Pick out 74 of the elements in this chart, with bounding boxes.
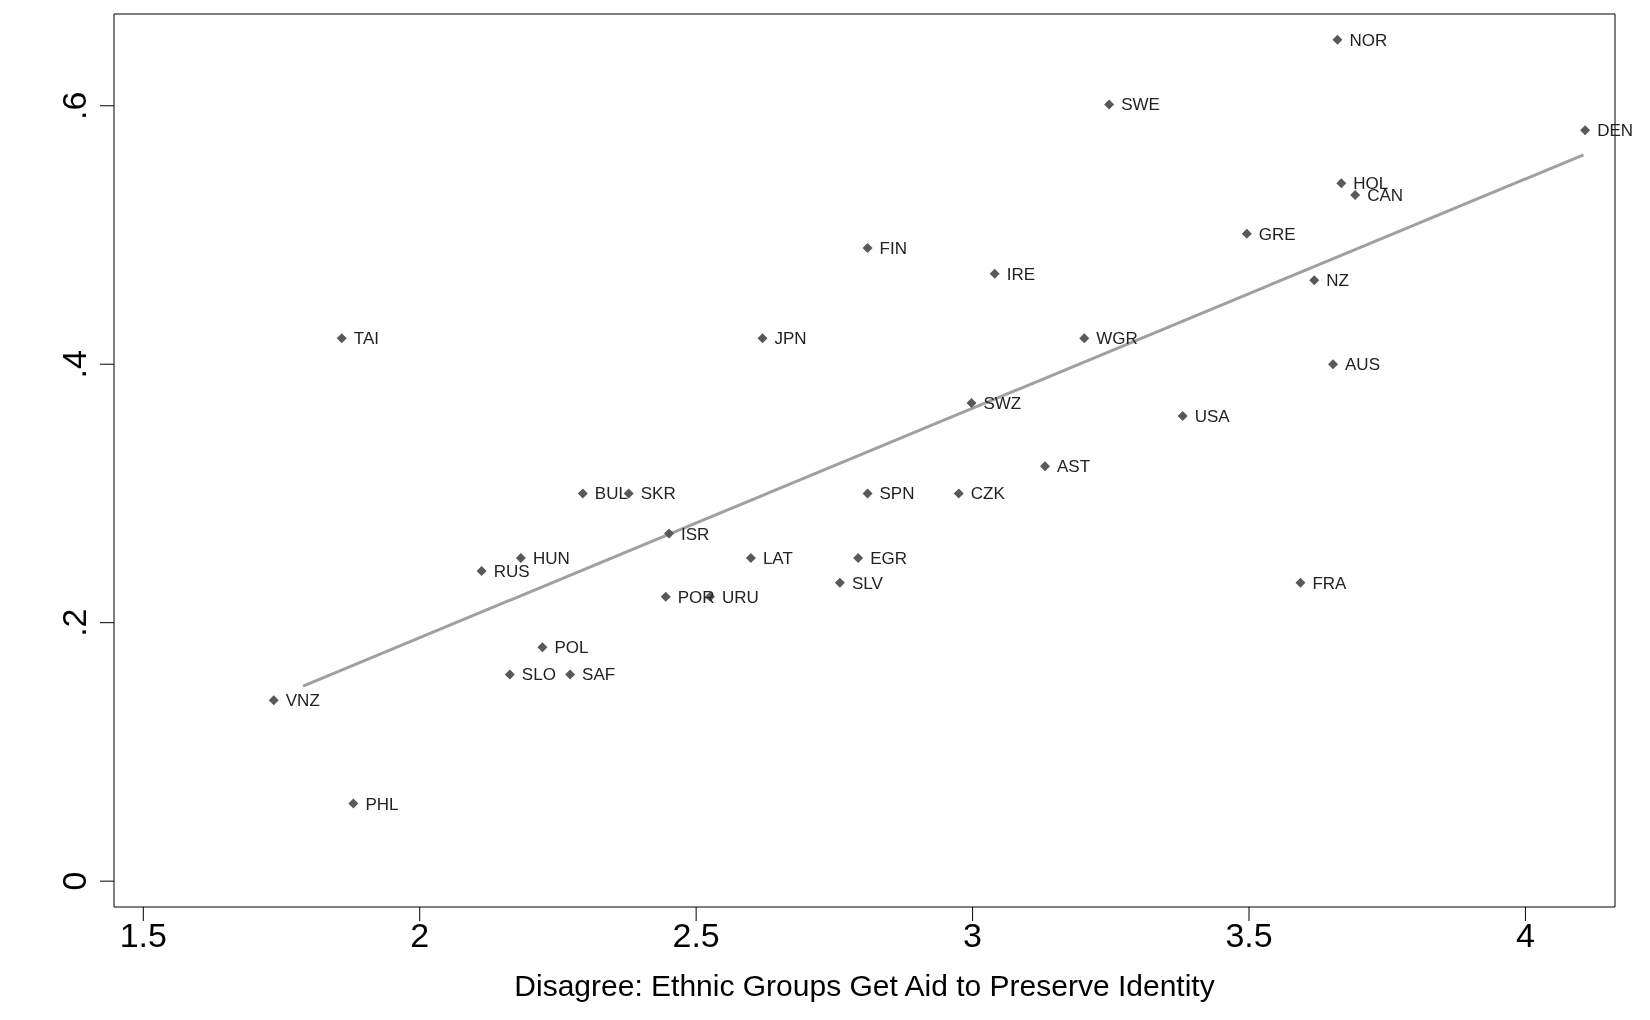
data-label: IRE (1006, 264, 1036, 284)
point (953, 488, 964, 499)
point (1104, 99, 1115, 110)
point (853, 553, 864, 564)
point (348, 798, 359, 809)
point (1336, 178, 1347, 189)
data-label: JPN (774, 329, 807, 349)
x-tick-label: 4 (1515, 916, 1535, 955)
point (268, 695, 279, 706)
x-axis-title: Disagree: Ethnic Groups Get Aid to Preserve Identity (514, 969, 1215, 1002)
x-tick-label: 1.5 (119, 916, 167, 955)
point (1350, 189, 1361, 200)
data-label: NOR (1349, 30, 1388, 50)
point (862, 242, 873, 253)
point (1332, 34, 1343, 45)
point (515, 553, 526, 564)
point (745, 553, 756, 564)
data-label: EGR (870, 549, 907, 569)
point (1295, 577, 1306, 588)
point (1241, 228, 1252, 239)
data-label: FRA (1312, 573, 1348, 593)
data-label: LAT (762, 549, 793, 569)
point (989, 268, 1000, 279)
data-label: CZK (970, 484, 1006, 504)
data-label: TAI (353, 329, 379, 349)
data-label: URU (721, 587, 759, 607)
x-tick-label: 3 (963, 916, 983, 955)
data-label: VNZ (285, 691, 320, 711)
point (862, 488, 873, 499)
point (757, 333, 768, 344)
point (966, 397, 977, 408)
data-label: HUN (532, 549, 570, 569)
data-label: AUS (1345, 355, 1381, 375)
point (834, 577, 845, 588)
data-label: PHL (365, 794, 399, 814)
point (1328, 359, 1339, 370)
data-label: FIN (879, 238, 907, 258)
point (660, 591, 671, 602)
data-label: BUL (594, 484, 628, 504)
data-label: SWE (1121, 95, 1160, 115)
data-label: USA (1194, 406, 1231, 426)
point (664, 528, 675, 539)
data-label: SKR (640, 484, 676, 504)
data-label: POL (554, 638, 589, 658)
data-label: SWZ (983, 393, 1022, 413)
point (1177, 410, 1188, 421)
point (1580, 125, 1591, 136)
data-label: ISR (681, 524, 710, 544)
data-label: SLV (851, 573, 884, 593)
y-tick-label: .4 (55, 350, 93, 379)
data-label: NZ (1326, 271, 1349, 291)
data-label: POR (677, 587, 715, 607)
y-tick-label: .2 (55, 608, 93, 637)
point (1079, 333, 1090, 344)
y-tick-label: .6 (55, 91, 93, 120)
data-label: SPN (879, 484, 915, 504)
data-label: SAF (582, 665, 616, 685)
data-label: SLO (521, 665, 556, 685)
point (476, 565, 487, 576)
point (504, 669, 515, 680)
data-label: GRE (1258, 224, 1296, 244)
point (537, 642, 548, 653)
x-tick-label: 2 (410, 916, 430, 955)
y-tick-label: 0 (55, 871, 93, 891)
data-label: AST (1057, 457, 1091, 477)
x-tick-label: 3.5 (1225, 916, 1273, 955)
x-tick-label: 2.5 (672, 916, 720, 955)
data-label: RUS (493, 561, 530, 581)
point (1040, 461, 1051, 472)
point (1309, 275, 1320, 286)
point (577, 488, 588, 499)
point (565, 669, 576, 680)
point (336, 333, 347, 344)
data-label: WGR (1096, 329, 1138, 349)
